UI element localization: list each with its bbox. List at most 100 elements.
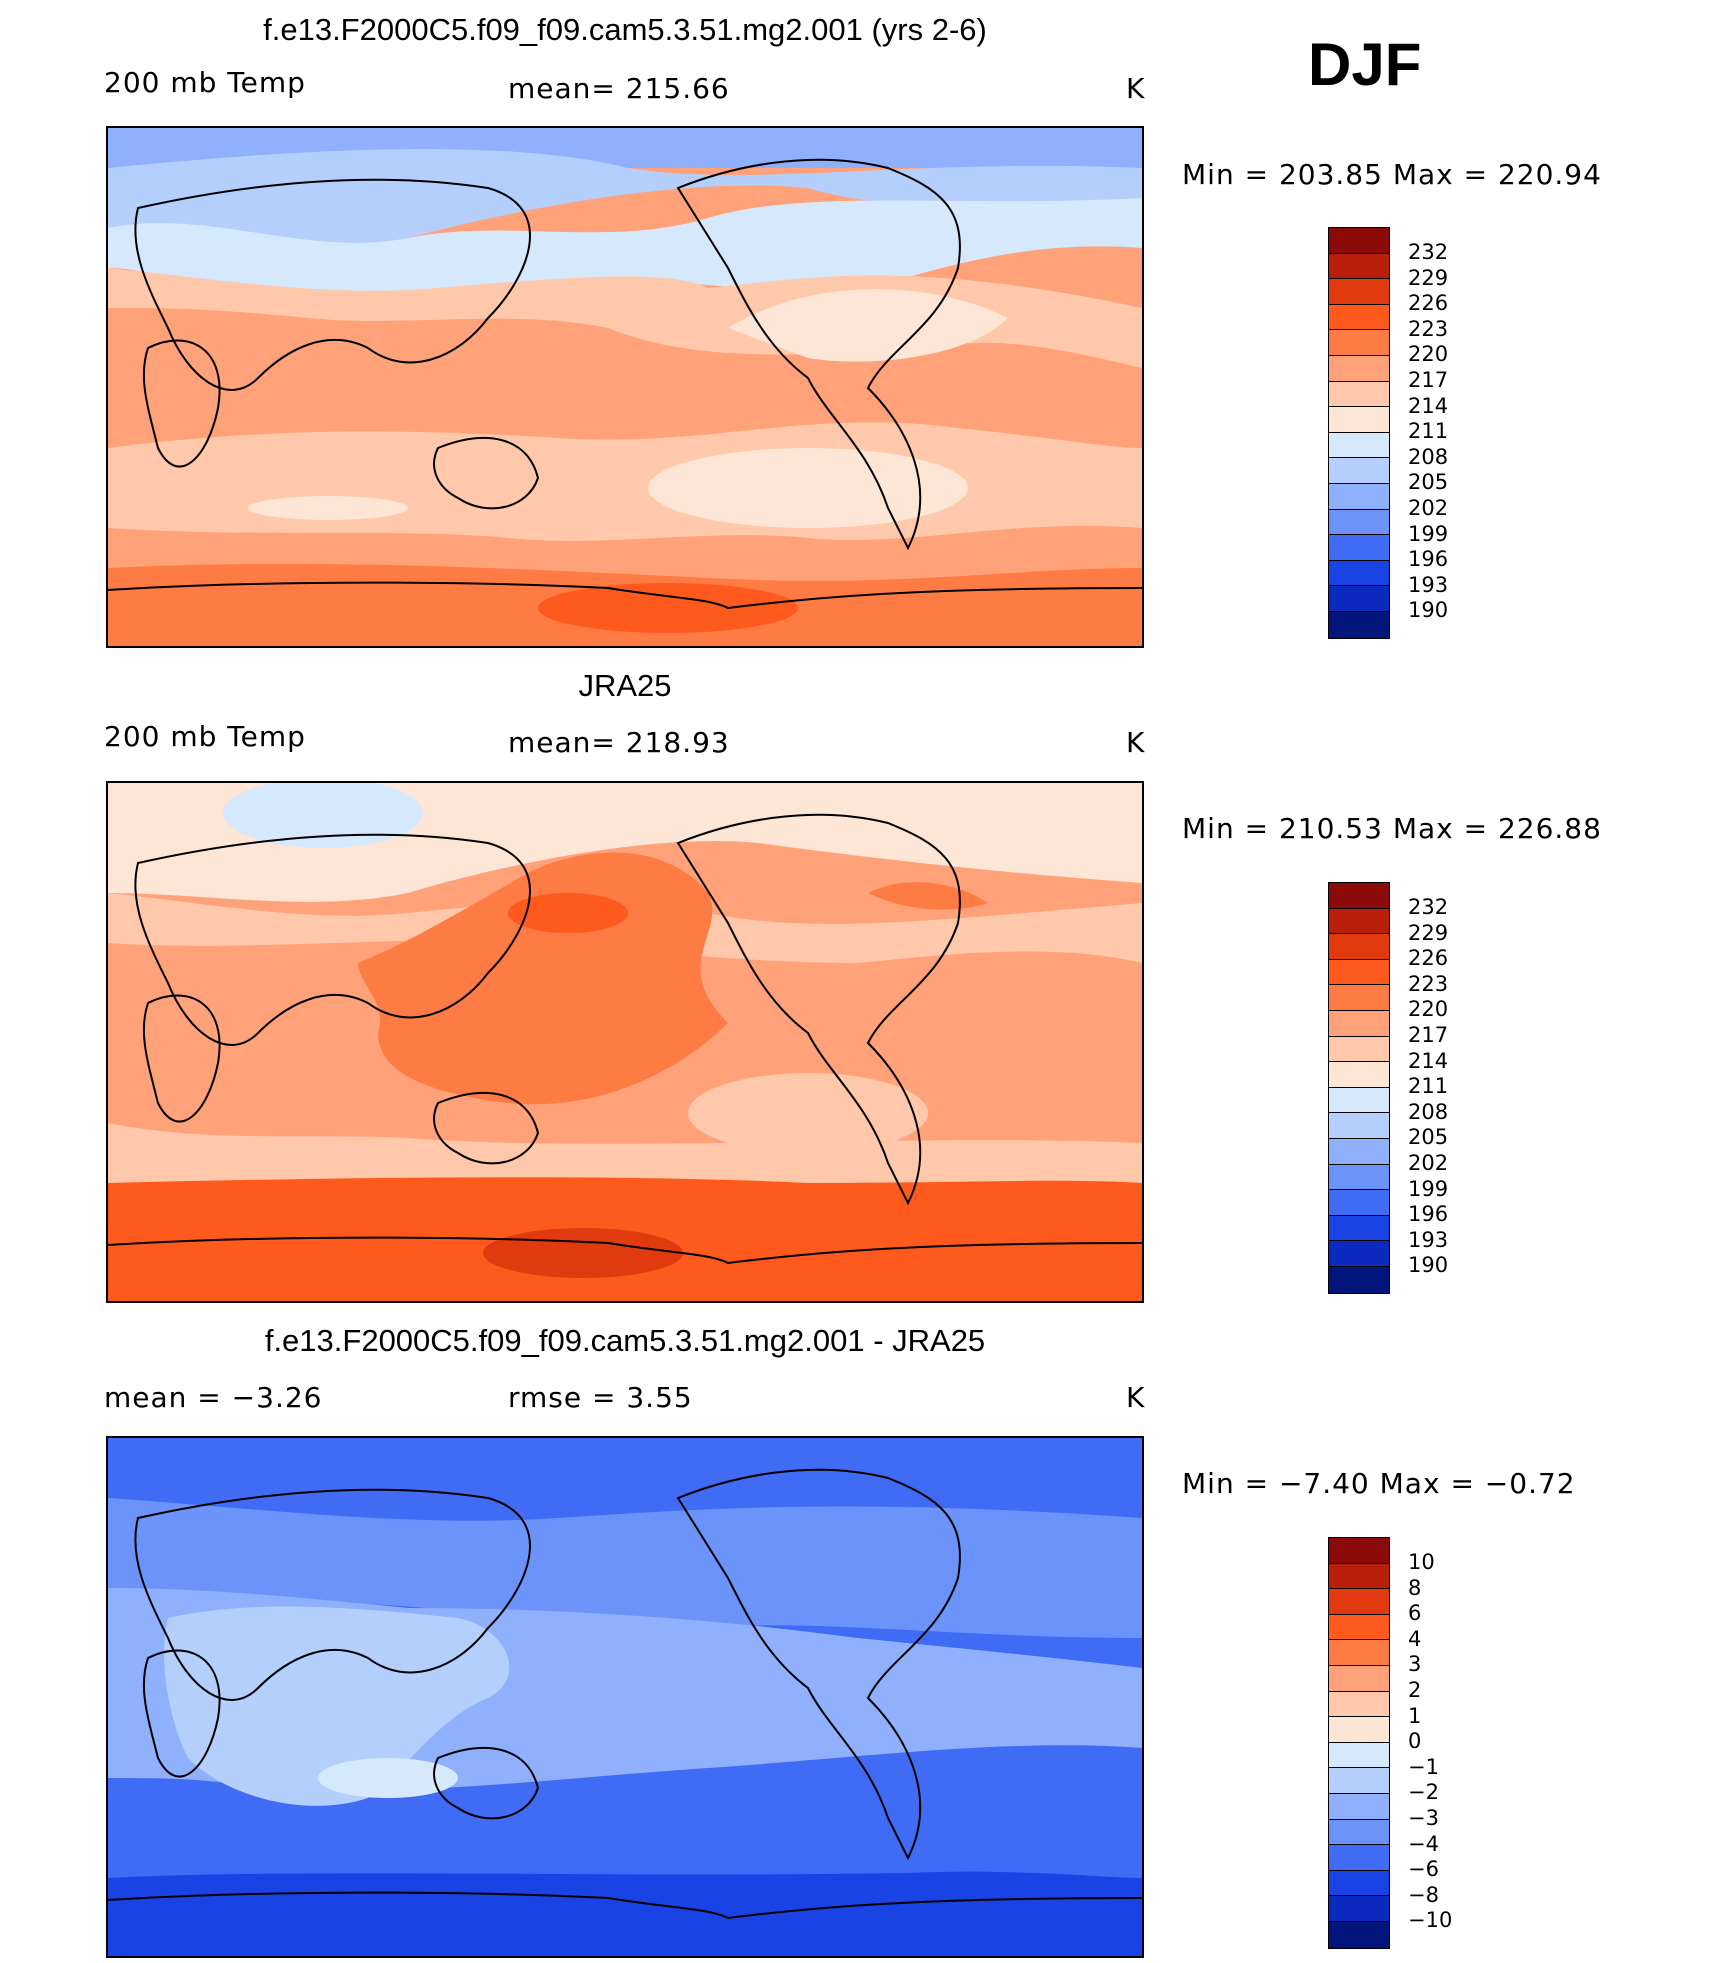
panel2-colorbar-tick: 208 [1408,1099,1449,1124]
panel3-colorbar-tick: 3 [1408,1652,1422,1677]
panel2-minmax: Min = 210.53 Max = 226.88 [1182,812,1602,845]
panel1-map [106,126,1144,648]
panel1-coastline [433,437,540,510]
panel2-colorbar-tick: 223 [1408,971,1449,996]
panel1-colorbar-tick: 214 [1408,393,1449,418]
panel1-field-band [108,422,1142,541]
panel3-mean-label: mean = −3.26 [104,1381,323,1414]
panel1-field-band [538,583,798,633]
panel3-colorbar-swatch [1329,1896,1389,1922]
panel3-colorbar-tick: −10 [1408,1908,1453,1933]
panel2-colorbar-swatch [1329,1036,1389,1063]
panel2-colorbar-swatch [1329,1266,1389,1293]
panel3-coastline [433,1747,540,1820]
panel3-field-band [164,1606,510,1806]
panel1-colorbar-tick: 190 [1408,598,1449,623]
panel1-field-band [108,149,1142,248]
season-label: DJF [1308,31,1422,98]
panel1-units: K [1126,72,1146,105]
panel2-colorbar-swatch [1329,1215,1389,1242]
panel1-coastline [142,339,221,468]
panel2-colorbar-swatch [1329,1010,1389,1037]
panel3-colorbar-swatch [1329,1870,1389,1897]
panel2-mean-label: mean= 218.93 [508,726,730,759]
panel1-coastline [108,581,1142,610]
panel2-colorbar [1328,882,1390,1294]
panel2-field-band [223,783,423,848]
panel1-colorbar-tick: 217 [1408,368,1449,392]
panel3-colorbar-swatch [1329,1793,1389,1820]
panel3-colorbar-tick: −3 [1408,1806,1439,1830]
panel2-colorbar-tick: 199 [1408,1176,1449,1201]
panel2-field-band [688,1073,928,1153]
panel1-colorbar-swatch [1329,535,1389,561]
panel2-colorbar-swatch [1329,1062,1389,1088]
panel1-field-band [248,496,408,520]
panel1-colorbar-tick: 199 [1408,521,1449,546]
panel2-colorbar-tick: 205 [1408,1125,1449,1150]
panel3-colorbar-swatch [1329,1640,1389,1666]
panel1-title: f.e13.F2000C5.f09_f09.cam5.3.51.mg2.001 … [263,12,987,47]
panel2-field-band [508,893,628,933]
panel3-minmax: Min = −7.40 Max = −0.72 [1182,1467,1576,1500]
panel1-colorbar-tick: 220 [1408,342,1449,367]
panel1-colorbar-tick: 232 [1408,240,1449,264]
panel3-field-band [318,1758,458,1798]
panel2-coastline [134,833,531,1046]
panel1-colorbar-swatch [1329,381,1389,408]
panel1-colorbar-tick: 223 [1408,316,1449,341]
panel3-colorbar-swatch [1329,1538,1389,1564]
panel2-colorbar-tick: 214 [1408,1048,1449,1073]
panel3-colorbar-swatch [1329,1691,1389,1718]
panel2-title: JRA25 [578,668,672,703]
panel3-map [106,1436,1144,1958]
panel1-coastline [676,158,961,551]
panel3-field-band [108,1498,1142,1638]
panel1-colorbar-tick: 193 [1408,572,1449,597]
panel1-colorbar-swatch [1329,330,1389,356]
panel2-colorbar-tick: 190 [1408,1253,1449,1278]
panel2-colorbar-swatch [1329,934,1389,960]
panel3-coastline [134,1488,531,1701]
panel1-colorbar-tick: 196 [1408,547,1449,572]
panel2-colorbar-tick: 202 [1408,1151,1449,1175]
panel1-colorbar-swatch [1329,407,1389,433]
panel3-colorbar-swatch [1329,1563,1389,1590]
panel2-field-band [108,1123,1142,1183]
panel3-colorbar-swatch [1329,1742,1389,1769]
panel3-field-band [108,1871,1142,1956]
panel3-colorbar-tick: −2 [1408,1780,1439,1805]
panel1-colorbar-tick: 202 [1408,496,1449,520]
panel1-colorbar-swatch [1329,560,1389,587]
panel2-colorbar-swatch [1329,1113,1389,1139]
panel2-coastline [108,1236,1142,1265]
panel3-rmse-label: rmse = 3.55 [508,1381,693,1414]
panel3-colorbar-swatch [1329,1845,1389,1871]
panel2-colorbar-tick: 196 [1408,1202,1449,1227]
panel3-units: K [1126,1381,1146,1414]
panel1-colorbar-swatch [1329,483,1389,510]
panel1-minmax: Min = 203.85 Max = 220.94 [1182,158,1602,191]
panel2-colorbar-tick: 217 [1408,1023,1449,1047]
panel3-colorbar-tick: 0 [1408,1729,1422,1754]
panel3-coastline [676,1468,961,1861]
panel2-colorbar-tick: 229 [1408,920,1449,945]
panel3-colorbar [1328,1537,1390,1949]
panel1-coastline [134,178,531,391]
panel1-mean-label: mean= 215.66 [508,72,730,105]
panel1-colorbar-tick: 229 [1408,265,1449,290]
panel2-colorbar-swatch [1329,883,1389,909]
panel1-colorbar-swatch [1329,611,1389,638]
panel3-title: f.e13.F2000C5.f09_f09.cam5.3.51.mg2.001 … [264,1323,986,1358]
panel1-colorbar-tick: 208 [1408,444,1449,469]
panel3-colorbar-tick: 8 [1408,1575,1422,1600]
panel3-colorbar-tick: −8 [1408,1882,1439,1907]
panel3-colorbar-tick: −1 [1408,1754,1439,1779]
panel2-colorbar-tick: 220 [1408,997,1449,1022]
panel3-colorbar-swatch [1329,1665,1389,1692]
panel3-colorbar-tick: −6 [1408,1857,1439,1882]
panel1-colorbar [1328,227,1390,639]
panel1-variable-label: 200 mb Temp [104,66,306,99]
panel2-map [106,781,1144,1303]
panel3-colorbar-tick: 4 [1408,1626,1422,1651]
